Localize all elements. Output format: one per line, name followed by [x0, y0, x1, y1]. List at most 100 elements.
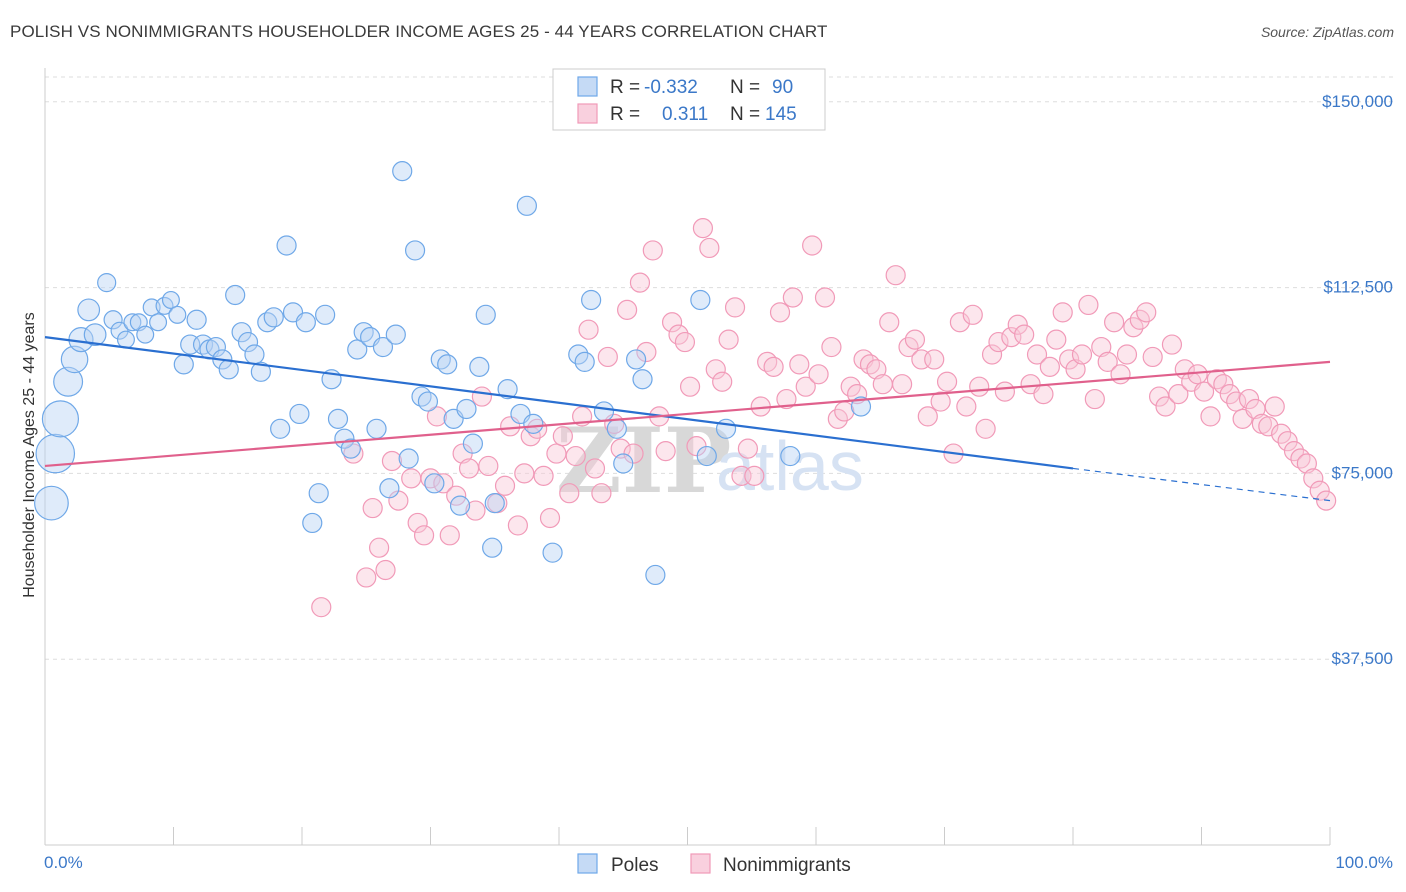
poles-point-9: [103, 310, 123, 330]
nonimmigrants-point-91: [936, 371, 958, 392]
poles-point-27: [218, 359, 239, 380]
nonimmigrants-point-57: [718, 329, 739, 350]
nonimmigrants-point-132: [1200, 406, 1221, 427]
poles-point-4: [60, 345, 89, 374]
poles-point-1: [35, 433, 76, 474]
nonimmigrants-point-141: [1258, 416, 1279, 437]
nonimmigrants-point-118: [1110, 364, 1131, 385]
y-tick-label-3: $150,000: [1322, 92, 1393, 111]
poles-point-40: [302, 512, 323, 534]
y-tick-label-2: $112,500: [1323, 278, 1393, 297]
poles-point-81: [625, 349, 647, 370]
nonimmigrants-point-122: [1136, 302, 1157, 323]
poles-point-66: [469, 356, 490, 377]
poles-point-3: [53, 366, 84, 397]
bottom-legend-swatch-nonimmigrants: [690, 853, 711, 874]
poles-point-34: [263, 307, 284, 328]
poles-trend-extension: [1072, 467, 1331, 502]
nonimmigrants-point-29: [539, 507, 561, 529]
nonimmigrants-point-110: [1059, 349, 1080, 370]
nonimmigrants-point-81: [872, 374, 893, 395]
nonimmigrants-point-115: [1091, 336, 1112, 358]
nonimmigrants-point-117: [1104, 312, 1125, 333]
poles-point-55: [398, 448, 419, 469]
poles-point-39: [295, 312, 316, 333]
poles-point-80: [613, 453, 634, 474]
nonimmigrants-point-45: [642, 240, 663, 261]
bottom-legend-swatch-poles: [577, 853, 598, 874]
nonimmigrants-point-144: [1277, 431, 1298, 452]
nonimmigrants-point-94: [956, 396, 977, 417]
nonimmigrants-point-32: [559, 483, 580, 504]
nonimmigrants-point-126: [1161, 334, 1183, 355]
source-label: Source: ZipAtlas.com: [1260, 24, 1394, 40]
poles-point-10: [110, 321, 129, 340]
legend-box: [552, 68, 826, 131]
nonimmigrants-point-147: [1296, 453, 1317, 474]
poles-point-51: [372, 336, 394, 358]
poles-point-54: [392, 161, 413, 182]
y-axis-label: Householder Income Ages 25 - 44 years: [21, 312, 38, 598]
poles-point-77: [581, 289, 602, 311]
legend-n-label-nonimmigrants: N =: [730, 104, 760, 125]
nonimmigrants-point-136: [1226, 391, 1247, 412]
legend-r-value-poles: -0.332: [644, 77, 698, 98]
poles-point-7: [83, 323, 107, 347]
bottom-legend-label-poles: Poles: [611, 855, 659, 876]
nonimmigrants-point-35: [578, 319, 599, 340]
legend-n-value-nonimmigrants: 145: [765, 104, 797, 125]
nonimmigrants-point-103: [1014, 324, 1035, 345]
poles-point-35: [270, 418, 291, 439]
poles-point-68: [482, 537, 503, 558]
nonimmigrants-point-125: [1155, 396, 1176, 417]
nonimmigrants-point-106: [1033, 384, 1054, 405]
nonimmigrants-point-41: [617, 299, 638, 320]
poles-point-58: [417, 391, 439, 412]
nonimmigrants-point-36: [584, 458, 606, 479]
poles-point-18: [161, 290, 180, 309]
legend-swatch-nonimmigrants: [577, 103, 598, 124]
nonimmigrants-point-127: [1168, 384, 1189, 405]
nonimmigrants-point-119: [1116, 344, 1138, 365]
nonimmigrants-point-142: [1264, 396, 1285, 417]
nonimmigrants-point-48: [661, 312, 683, 333]
nonimmigrants-point-2: [356, 567, 377, 588]
nonimmigrants-point-73: [821, 336, 842, 358]
x-tick-labels: 0.0% 100.0%: [44, 853, 1393, 872]
poles-point-78: [593, 401, 615, 422]
nonimmigrants-point-96: [969, 376, 990, 397]
poles-point-84: [690, 289, 711, 311]
nonimmigrants-point-149: [1309, 480, 1330, 501]
poles-point-12: [123, 313, 142, 332]
nonimmigrants-point-114: [1084, 388, 1105, 410]
nonimmigrants-point-54: [699, 237, 720, 259]
nonimmigrants-point-105: [1026, 344, 1048, 365]
poles-point-53: [385, 324, 406, 345]
axes: [44, 68, 1331, 846]
nonimmigrants-point-107: [1039, 356, 1060, 377]
nonimmigrants-point-5: [375, 559, 396, 581]
nonimmigrants-point-70: [802, 235, 823, 256]
poles-point-64: [456, 398, 477, 420]
nonimmigrants-point-93: [949, 312, 971, 333]
poles-point-16: [149, 313, 168, 332]
nonimmigrants-point-17: [458, 458, 480, 479]
poles-point-69: [484, 493, 505, 514]
nonimmigrants-point-101: [1001, 327, 1022, 348]
poles-point-52: [379, 478, 400, 499]
nonimmigrants-point-25: [514, 463, 535, 484]
nonimmigrants-point-67: [782, 287, 803, 308]
nonimmigrants-point-116: [1097, 351, 1118, 373]
nonimmigrants-point-134: [1213, 374, 1234, 395]
poles-point-85: [696, 445, 717, 467]
poles-point-72: [516, 195, 537, 216]
poles-point-32: [250, 361, 271, 382]
poles-point-86: [715, 418, 737, 439]
poles-point-65: [462, 433, 484, 454]
nonimmigrants-point-40: [610, 438, 631, 459]
poles-points: [34, 161, 872, 586]
x-tick-label-end: 100.0%: [1335, 853, 1393, 872]
nonimmigrants-point-111: [1065, 359, 1086, 380]
poles-point-79: [606, 418, 627, 439]
